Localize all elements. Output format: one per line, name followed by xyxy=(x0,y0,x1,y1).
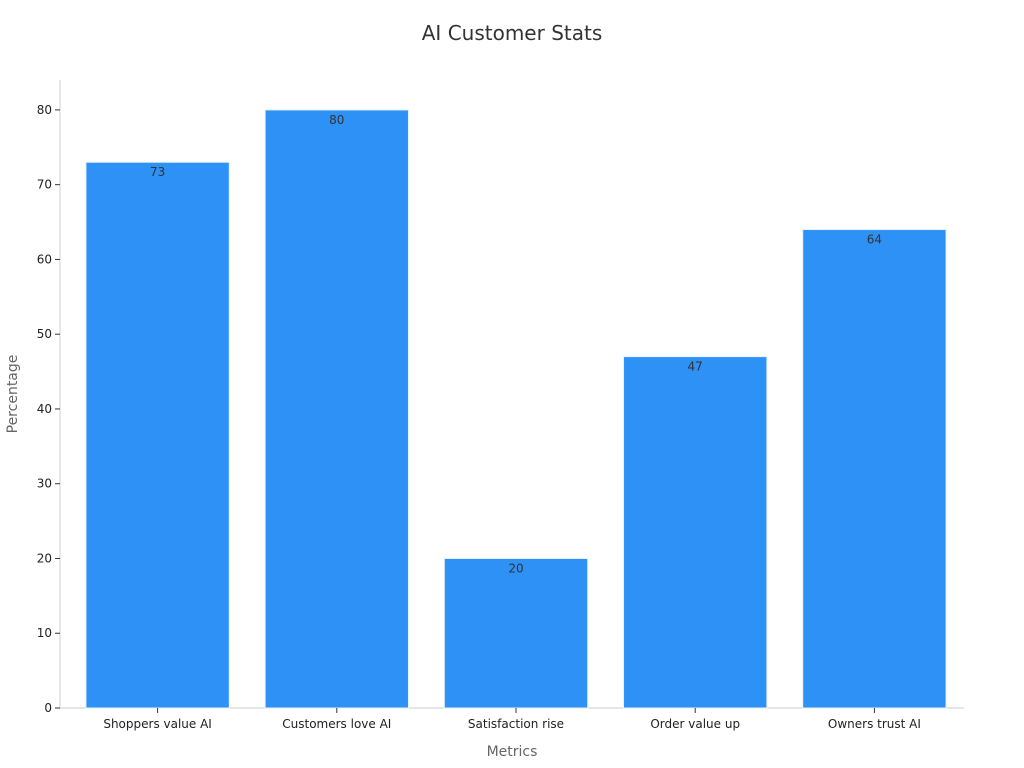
bar-value-label: 47 xyxy=(688,360,703,374)
y-tick-label: 40 xyxy=(37,402,52,416)
bar xyxy=(264,109,409,709)
y-tick-label: 80 xyxy=(37,103,52,117)
y-tick-label: 60 xyxy=(37,252,52,266)
bar-value-label: 73 xyxy=(150,165,165,179)
data-labels-group: 73 80 20 47 64 xyxy=(150,113,882,576)
y-ticks-group: 0 10 20 30 40 50 60 70 80 xyxy=(37,103,60,715)
x-tick-label: Satisfaction rise xyxy=(468,717,564,731)
bars-group xyxy=(85,109,947,709)
x-tick-label: Shoppers value AI xyxy=(103,717,212,731)
y-tick-label: 70 xyxy=(37,178,52,192)
y-tick-label: 50 xyxy=(37,327,52,341)
y-tick-label: 0 xyxy=(44,701,52,715)
x-tick-label: Owners trust AI xyxy=(828,717,921,731)
x-tick-label: Customers love AI xyxy=(282,717,391,731)
x-tick-label: Order value up xyxy=(650,717,740,731)
bar xyxy=(623,356,768,709)
y-tick-label: 20 xyxy=(37,551,52,565)
bar-value-label: 64 xyxy=(867,233,882,247)
y-axis-label: Percentage xyxy=(5,355,21,434)
y-tick-label: 10 xyxy=(37,626,52,640)
bar xyxy=(443,557,589,709)
x-ticks-group: Shoppers value AI Customers love AI Satisf… xyxy=(103,708,921,731)
bar-value-label: 20 xyxy=(508,561,523,575)
chart-title: AI Customer Stats xyxy=(422,21,603,45)
x-axis-label: Metrics xyxy=(487,744,538,760)
bar xyxy=(85,161,230,709)
bar-value-label: 80 xyxy=(329,113,344,127)
y-tick-label: 30 xyxy=(37,477,52,491)
bar xyxy=(802,229,947,709)
